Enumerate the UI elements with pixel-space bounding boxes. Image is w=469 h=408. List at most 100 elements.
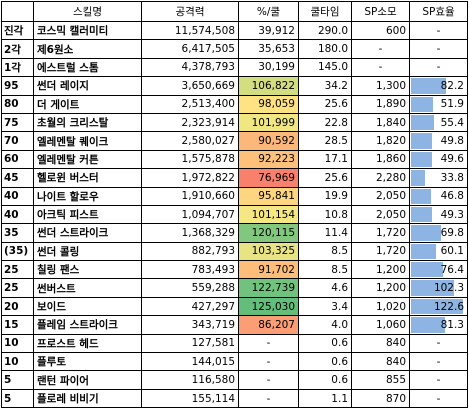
table-cell: 1,820 — [351, 131, 410, 151]
table-cell: 76,969 — [238, 168, 299, 188]
table-cell: 101,999 — [238, 112, 299, 133]
table-cell: 8.5 — [298, 241, 352, 262]
table-cell: 882,793 — [141, 241, 239, 262]
table-cell: 116,580 — [141, 370, 239, 390]
table-cell: 103,325 — [238, 241, 299, 262]
header-cell: 공격력 — [141, 1, 239, 22]
table-cell: 1,368,329 — [141, 223, 239, 243]
table-cell: 19.9 — [298, 186, 352, 206]
table-cell: 51.9 — [409, 94, 468, 114]
table-cell: 1,860 — [351, 149, 410, 170]
table-cell: 10.8 — [298, 204, 352, 225]
table-cell: 8.5 — [298, 260, 352, 280]
data-bar — [411, 133, 433, 149]
table-cell: 60.1 — [409, 241, 468, 262]
cell-text: 76.4 — [440, 263, 464, 276]
table-cell: 70 — [1, 131, 34, 151]
table-cell: 4.6 — [298, 278, 352, 298]
table-cell: - — [409, 57, 468, 78]
table-cell: 1,020 — [351, 296, 410, 317]
table-cell: 102.3 — [409, 278, 468, 298]
table-row: 25 썬버스트 559,288 122,739 4.6 1,200 102.3 — [1, 278, 468, 298]
cell-text: 46.8 — [440, 190, 464, 203]
table-cell: 0.6 — [298, 352, 352, 372]
table-row: 20 보이드 427,297 125,030 3.4 1,020 122.6 — [1, 296, 468, 317]
table-cell: 92,223 — [238, 149, 299, 170]
table-cell: 144,015 — [141, 352, 239, 372]
table-cell: 120,115 — [238, 223, 299, 243]
table-row: 40 나이트 할로우 1,910,660 95,841 19.9 2,050 46.8 — [1, 186, 468, 206]
data-bar — [411, 188, 431, 204]
table-cell: - — [238, 352, 299, 372]
table-cell: 랜턴 파이어 — [33, 370, 142, 390]
table-cell: - — [409, 388, 468, 408]
cell-text: 51.9 — [440, 98, 464, 111]
data-bar — [411, 243, 437, 260]
table-row: 2각 제6원소 6,417,505 35,653 180.0- - — [1, 39, 468, 59]
table-cell: 6,417,505 — [141, 39, 239, 59]
table-row: 35 썬더 스트라이크 1,368,329 120,115 11.4 1,720 69.8 — [1, 223, 468, 243]
table-cell: 49.8 — [409, 131, 468, 151]
table-cell: 11,574,508 — [141, 20, 239, 41]
table-cell: 2,513,400 — [141, 94, 239, 114]
table-cell: 더 게이트 — [33, 94, 142, 114]
table-cell: 559,288 — [141, 278, 239, 298]
table-cell: - — [409, 39, 468, 59]
data-bar — [411, 151, 433, 168]
table-cell: 1,200 — [351, 278, 410, 298]
table-cell: 엘레멘탈 퀘이크 — [33, 131, 142, 151]
table-cell: 34.2 — [298, 76, 352, 96]
table-cell: 아크틱 피스트 — [33, 204, 142, 225]
table-cell: 1,060 — [351, 315, 410, 335]
table-cell: - — [238, 333, 299, 354]
table-cell: 썬버스트 — [33, 278, 142, 298]
table-cell: 17.1 — [298, 149, 352, 170]
table-cell: 4.0 — [298, 315, 352, 335]
table-cell: 2,280 — [351, 168, 410, 188]
table-cell: 22.8 — [298, 112, 352, 133]
table-cell: 1,972,822 — [141, 168, 239, 188]
data-bar — [411, 206, 432, 223]
table-cell: 나이트 할로우 — [33, 186, 142, 206]
cell-text: 55.4 — [440, 116, 464, 129]
cell-text: 49.6 — [440, 153, 464, 166]
table-cell: 3,650,669 — [141, 76, 239, 96]
table-cell: 엘레멘탈 커튼 — [33, 149, 142, 170]
table-cell: - — [409, 333, 468, 354]
table-cell: 보이드 — [33, 296, 142, 317]
table-cell: 15 — [1, 315, 34, 335]
table-cell: 69.8 — [409, 223, 468, 243]
table-row: 5 플로레 비비기 155,114-1.1 870- — [1, 388, 468, 408]
table-cell: 98,059 — [238, 94, 299, 114]
table-cell: 180.0 — [298, 39, 352, 59]
table-cell: 제6원소 — [33, 39, 142, 59]
table-cell: 4,378,793 — [141, 57, 239, 78]
table-cell: 30,199 — [238, 57, 299, 78]
table-cell: 1,200 — [351, 260, 410, 280]
data-bar — [411, 96, 433, 112]
data-bar — [411, 317, 446, 333]
data-bar — [411, 280, 455, 296]
table-cell: 2,323,914 — [141, 112, 239, 133]
table-cell: 81.3 — [409, 315, 468, 335]
table-cell: 427,297 — [141, 296, 239, 317]
table-cell: 155,114 — [141, 388, 239, 408]
cell-text: 33.8 — [440, 171, 464, 184]
table-cell: - — [238, 388, 299, 408]
table-cell: - — [351, 39, 410, 59]
table-cell: 101,154 — [238, 204, 299, 225]
table-row: 1각 에스트럴 스톰 4,378,793 30,199 145.0- - — [1, 57, 468, 78]
table-cell: 40 — [1, 186, 34, 206]
table-cell: 1.1 — [298, 388, 352, 408]
table-row: 75 초월의 크리스탈 2,323,914 101,999 22.8 1,840 55.4 — [1, 112, 468, 133]
table-cell: 106,822 — [238, 76, 299, 96]
table-cell: 60 — [1, 149, 34, 170]
table-cell: 1각 — [1, 57, 34, 78]
header-cell — [1, 1, 34, 22]
table-row: 45 헬로윈 버스터 1,972,822 76,969 25.6 2,280 33.8 — [1, 168, 468, 188]
table-cell: 2,050 — [351, 186, 410, 206]
table-cell: 55.4 — [409, 112, 468, 133]
table-cell: 플레임 스트라이크 — [33, 315, 142, 335]
table-cell: - — [409, 370, 468, 390]
